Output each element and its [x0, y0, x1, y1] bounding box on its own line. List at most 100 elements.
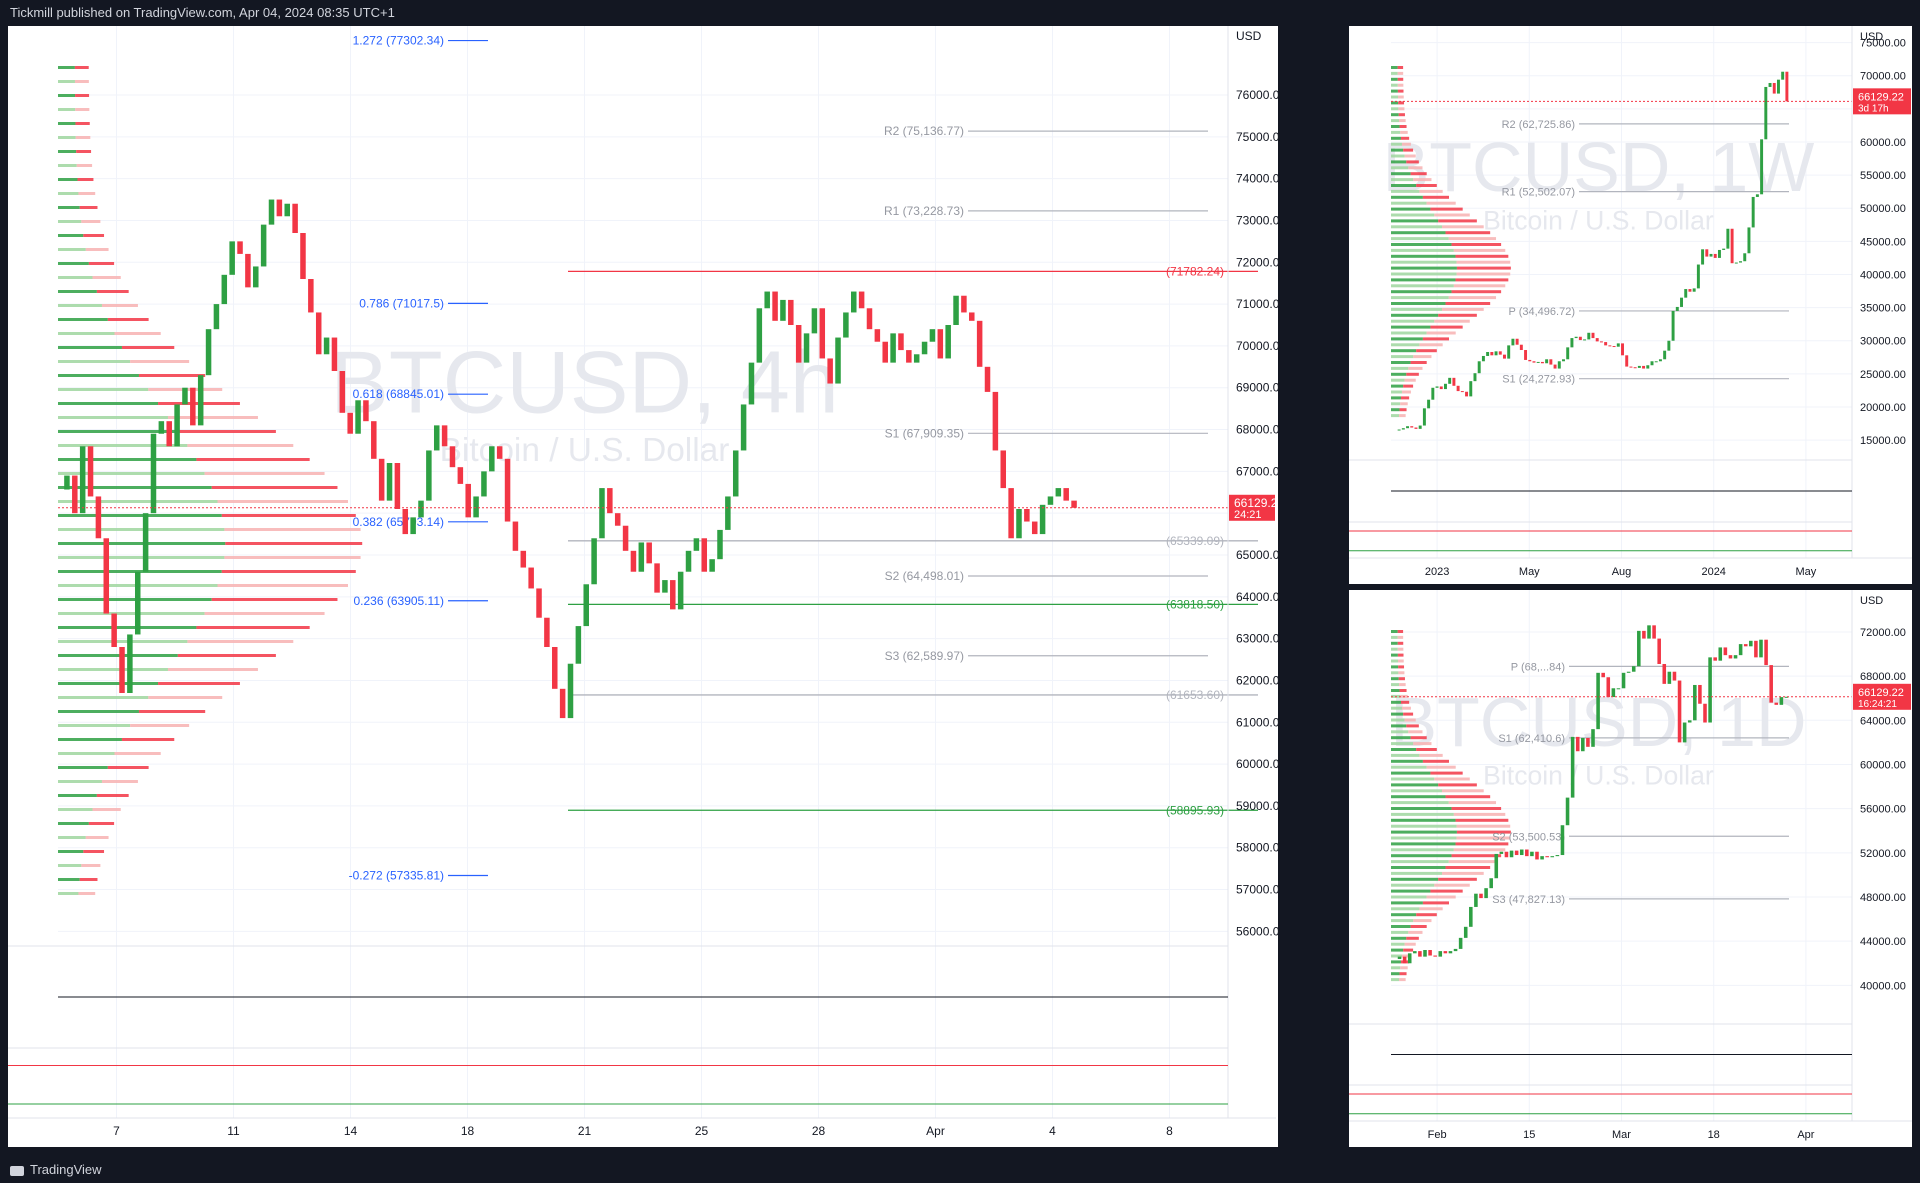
subtitle-watermark: Bitcoin / U.S. Dollar	[1483, 761, 1714, 791]
candle-body	[1433, 955, 1437, 957]
volume-profile-bar	[1391, 824, 1457, 828]
volume-profile-bar	[1391, 184, 1417, 187]
candle-body	[1463, 926, 1468, 938]
volume-profile-bar	[1400, 396, 1410, 400]
volume-profile-bar	[1391, 641, 1398, 645]
volume-profile-bar	[81, 220, 101, 223]
time-tick-label: 7	[113, 1124, 120, 1138]
volume-profile-bar	[1445, 231, 1491, 235]
candle-body	[898, 333, 904, 351]
candle-body	[1713, 253, 1717, 258]
price-tick-label: 58000.00	[1236, 841, 1278, 855]
price-tick-label: 20000.00	[1860, 402, 1906, 414]
tradingview-logo-icon	[10, 1165, 24, 1176]
chart-panel-1w[interactable]: BTCUSD, 1W Bitcoin / U.S. Dollar R2 (62,72…	[1349, 26, 1912, 584]
candle-body	[1562, 359, 1565, 362]
candle-body	[1553, 364, 1557, 369]
volume-profile-bar	[196, 626, 310, 629]
volume-profile-bar	[58, 808, 93, 811]
volume-profile-bar	[177, 654, 276, 657]
volume-profile-bar	[211, 598, 338, 601]
candle-body	[1658, 359, 1662, 362]
candle-body	[134, 571, 141, 635]
candle-body	[1764, 639, 1768, 666]
candle-body	[1448, 951, 1453, 954]
volume-profile-bar	[1456, 260, 1511, 264]
key-level-label: (65339.09)	[1166, 534, 1224, 548]
volume-profile-bar	[1406, 724, 1419, 728]
volume-profile-bar	[58, 332, 115, 335]
candle-body	[1474, 893, 1478, 907]
volume-profile-bar	[58, 556, 225, 559]
volume-profile-bar	[114, 332, 161, 335]
candle-body	[142, 513, 149, 572]
candle-body	[1490, 351, 1494, 356]
candle-body	[1682, 722, 1687, 743]
volume-profile-bar	[1397, 653, 1404, 657]
countdown-label: 24:21	[1234, 509, 1262, 521]
candle-body	[1646, 365, 1650, 369]
volume-profile-bar	[92, 276, 121, 279]
volume-profile-bar	[1391, 95, 1399, 99]
volume-profile-bar	[1406, 372, 1419, 376]
volume-profile-bar	[1391, 302, 1446, 305]
candle-body	[1439, 386, 1443, 390]
volume-profile-bar	[1403, 384, 1414, 388]
candle-body	[418, 500, 424, 518]
volume-profile-bar	[1391, 154, 1405, 158]
pivot-label: R1 (73,228.73)	[884, 204, 964, 218]
candle-body	[1479, 893, 1483, 899]
candle-body	[1406, 426, 1410, 429]
candle-body	[197, 375, 204, 426]
chart-panel-1d[interactable]: BTCUSD, 1D Bitcoin / U.S. Dollar P (68,...…	[1349, 590, 1912, 1147]
candle-body	[1696, 264, 1700, 289]
candle-body	[95, 496, 102, 539]
candle-body	[1642, 365, 1646, 369]
volume-profile-bar	[1399, 978, 1406, 982]
chart-panel-4h[interactable]: BTCUSD, 4h Bitcoin / U.S. Dollar R2 (75,13…	[8, 26, 1278, 1147]
volume-profile-bar	[58, 94, 76, 97]
volume-profile-bar	[1391, 372, 1407, 376]
time-tick-label: 11	[227, 1124, 240, 1138]
volume-profile-bar	[1403, 712, 1414, 716]
volume-profile-bar	[58, 878, 80, 881]
volume-profile-bar	[1391, 243, 1452, 246]
subtitle-watermark: Bitcoin / U.S. Dollar	[1483, 205, 1714, 235]
candle-body	[701, 538, 708, 572]
volume-profile-bar	[1451, 243, 1502, 246]
candle-body	[1616, 343, 1620, 347]
volume-profile-bar	[58, 780, 102, 783]
candle-body	[685, 550, 692, 572]
candle-body	[1507, 345, 1511, 359]
candle-body	[1650, 361, 1654, 366]
candle-body	[1524, 350, 1528, 360]
candle-body	[1418, 425, 1422, 429]
volume-profile-bar	[1391, 172, 1411, 176]
candle-body	[1604, 342, 1608, 346]
candle-body	[496, 446, 503, 459]
candle-body	[748, 362, 755, 405]
volume-profile-bar	[1391, 148, 1404, 152]
price-tick-label: 50000.00	[1860, 203, 1906, 215]
volume-profile-bar	[1399, 972, 1407, 976]
candle-body	[1587, 332, 1591, 340]
candle-body	[638, 542, 645, 572]
volume-profile-bar	[1426, 331, 1456, 335]
volume-profile-bar	[58, 276, 93, 279]
volume-profile-bar	[138, 710, 206, 713]
candle-body	[1591, 332, 1595, 339]
volume-profile-bar	[1426, 201, 1456, 205]
price-tick-label: 70000.00	[1860, 71, 1906, 83]
candle-body	[1530, 851, 1534, 857]
price-tick-label: 57000.00	[1236, 883, 1278, 897]
volume-profile-bar	[1399, 119, 1406, 123]
volume-profile-bar	[1400, 136, 1410, 140]
candle-body	[268, 199, 275, 225]
candle-body	[1550, 856, 1555, 858]
volume-profile-bar	[1391, 753, 1420, 757]
candle-body	[937, 329, 944, 359]
candle-body	[1647, 625, 1651, 639]
